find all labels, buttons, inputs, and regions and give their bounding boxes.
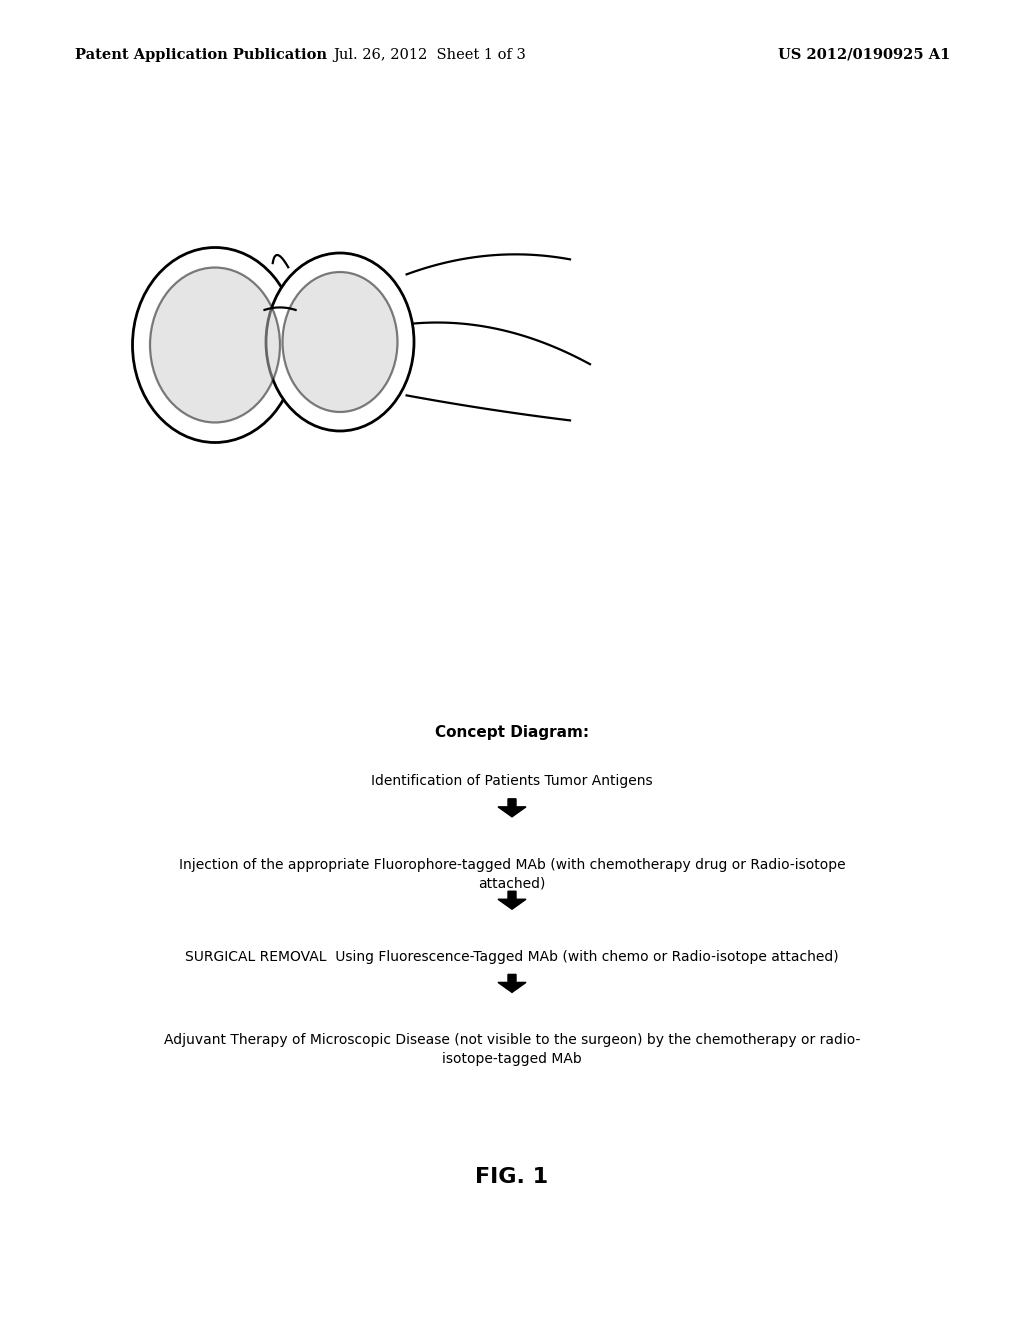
Text: Injection of the appropriate Fluorophore-tagged MAb (with chemotherapy drug or R: Injection of the appropriate Fluorophore… [178, 858, 846, 890]
Text: Adjuvant Therapy of Microscopic Disease (not visible to the surgeon) by the chem: Adjuvant Therapy of Microscopic Disease … [164, 1034, 860, 1065]
Polygon shape [498, 974, 526, 993]
Ellipse shape [132, 248, 298, 442]
Text: Concept Diagram:: Concept Diagram: [435, 725, 589, 741]
Polygon shape [498, 891, 526, 909]
Text: Identification of Patients Tumor Antigens: Identification of Patients Tumor Antigen… [371, 775, 653, 788]
Text: Patent Application Publication: Patent Application Publication [75, 48, 327, 62]
Polygon shape [498, 799, 526, 817]
Ellipse shape [266, 253, 414, 432]
Text: US 2012/0190925 A1: US 2012/0190925 A1 [777, 48, 950, 62]
Ellipse shape [150, 268, 280, 422]
Text: SURGICAL REMOVAL  Using Fluorescence-Tagged MAb (with chemo or Radio-isotope att: SURGICAL REMOVAL Using Fluorescence-Tagg… [185, 950, 839, 964]
Ellipse shape [283, 272, 397, 412]
Text: FIG. 1: FIG. 1 [475, 1167, 549, 1188]
Text: Jul. 26, 2012  Sheet 1 of 3: Jul. 26, 2012 Sheet 1 of 3 [334, 48, 526, 62]
